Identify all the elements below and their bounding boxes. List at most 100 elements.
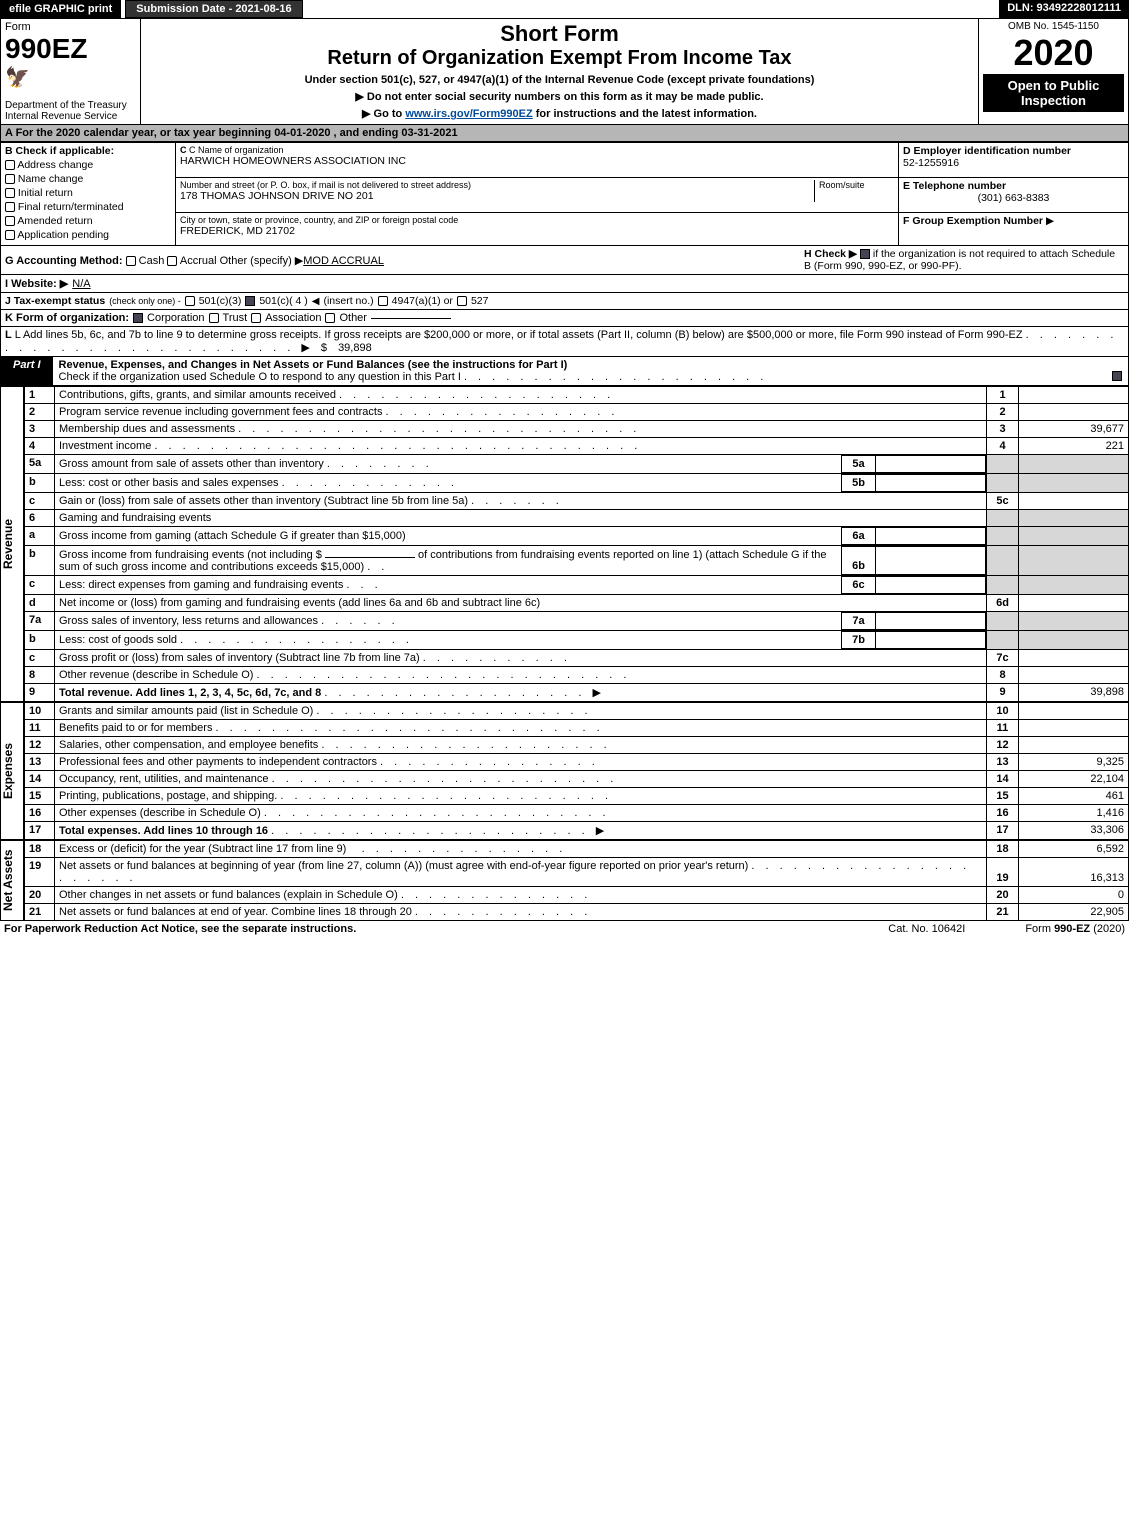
i-label: I Website: ▶ — [5, 277, 68, 290]
line-7a: 7aGross sales of inventory, less returns… — [25, 612, 1129, 631]
part1-check-text: Check if the organization used Schedule … — [59, 371, 461, 383]
row-g-h: G Accounting Method: Cash Accrual Other … — [0, 246, 1129, 275]
line-3: 3Membership dues and assessments . . . .… — [25, 421, 1129, 438]
city-value: FREDERICK, MD 21702 — [180, 225, 894, 237]
line-6b: bGross income from fundraising events (n… — [25, 546, 1129, 576]
efile-print-button[interactable]: efile GRAPHIC print — [0, 0, 121, 18]
department-label: Department of the Treasury — [5, 100, 136, 111]
j-insert-label: (insert no.) — [323, 295, 373, 307]
h-checkbox[interactable] — [860, 249, 870, 259]
chk-name-change[interactable]: Name change — [5, 173, 171, 185]
city-label: City or town, state or province, country… — [180, 215, 894, 225]
f-arrow-icon: ▶ — [1046, 215, 1054, 227]
telephone-value: (301) 663-8383 — [903, 192, 1124, 204]
revenue-side-label: Revenue — [0, 386, 24, 702]
line-15: 15Printing, publications, postage, and s… — [25, 788, 1129, 805]
block-d: D Employer identification number 52-1255… — [899, 143, 1129, 178]
line-13: 13Professional fees and other payments t… — [25, 754, 1129, 771]
block-c-street: Number and street (or P. O. box, if mail… — [176, 178, 899, 213]
row-k: K Form of organization: Corporation Trus… — [0, 310, 1129, 327]
chk-initial-return-label: Initial return — [18, 187, 73, 199]
k-assoc-label: Association — [265, 312, 321, 324]
chk-amended-return-label: Amended return — [17, 215, 92, 227]
row-l: L L Add lines 5b, 6c, and 7b to line 9 t… — [0, 327, 1129, 357]
footer-left: For Paperwork Reduction Act Notice, see … — [4, 923, 356, 935]
k-trust-radio[interactable] — [209, 313, 219, 323]
j-4947-label: 4947(a)(1) or — [392, 295, 453, 307]
goto-line: ▶ Go to www.irs.gov/Form990EZ for instru… — [145, 107, 974, 120]
block-f: F Group Exemption Number ▶ — [899, 213, 1129, 246]
e-label: E Telephone number — [903, 180, 1006, 192]
block-c-name: C C Name of organization HARWICH HOMEOWN… — [176, 143, 899, 178]
j-527-radio[interactable] — [457, 296, 467, 306]
line-17: 17Total expenses. Add lines 10 through 1… — [25, 822, 1129, 840]
line-6d: dNet income or (loss) from gaming and fu… — [25, 595, 1129, 612]
footer-cat: Cat. No. 10642I — [888, 923, 965, 935]
g-accrual-radio[interactable] — [167, 256, 177, 266]
line-10: 10Grants and similar amounts paid (list … — [25, 703, 1129, 720]
ssn-warning: ▶ Do not enter social security numbers o… — [145, 90, 974, 103]
k-corp-checkbox[interactable] — [133, 313, 143, 323]
chk-amended-return[interactable]: Amended return — [5, 215, 171, 227]
j-501c-label: 501(c)( 4 ) — [259, 295, 307, 307]
c-name-label: C C Name of organization — [180, 145, 894, 155]
block-c-city: City or town, state or province, country… — [176, 213, 899, 246]
netassets-side-label: Net Assets — [0, 840, 24, 921]
ssn-warning-text: Do not enter social security numbers on … — [367, 91, 764, 103]
line-5a: 5aGross amount from sale of assets other… — [25, 455, 1129, 474]
g-cash-radio[interactable] — [126, 256, 136, 266]
chk-application-pending[interactable]: Application pending — [5, 229, 171, 241]
j-4947-radio[interactable] — [378, 296, 388, 306]
k-other-blank — [371, 318, 451, 319]
line-19: 19Net assets or fund balances at beginni… — [25, 858, 1129, 887]
k-other-radio[interactable] — [325, 313, 335, 323]
street-label: Number and street (or P. O. box, if mail… — [180, 180, 814, 190]
omb-number: OMB No. 1545-1150 — [983, 21, 1124, 32]
irs-link[interactable]: www.irs.gov/Form990EZ — [405, 108, 532, 120]
tax-year: 2020 — [983, 32, 1124, 74]
g-accrual-label: Accrual — [180, 255, 217, 267]
submission-date-button: Submission Date - 2021-08-16 — [125, 0, 302, 18]
chk-address-change[interactable]: Address change — [5, 159, 171, 171]
k-trust-label: Trust — [223, 312, 248, 324]
k-assoc-radio[interactable] — [251, 313, 261, 323]
row-i: I Website: ▶N/A — [0, 275, 1129, 293]
org-name: HARWICH HOMEOWNERS ASSOCIATION INC — [180, 155, 894, 167]
line-16: 16Other expenses (describe in Schedule O… — [25, 805, 1129, 822]
l-amount: 39,898 — [338, 342, 372, 354]
d-label: D Employer identification number — [903, 145, 1071, 157]
header-middle: Short Form Return of Organization Exempt… — [141, 19, 979, 125]
chk-final-return[interactable]: Final return/terminated — [5, 201, 171, 213]
line-14: 14Occupancy, rent, utilities, and mainte… — [25, 771, 1129, 788]
line-7c: cGross profit or (loss) from sales of in… — [25, 650, 1129, 667]
j-501c-checkbox[interactable] — [245, 296, 255, 306]
street-value: 178 THOMAS JOHNSON DRIVE NO 201 — [180, 190, 814, 202]
line-6b-blank — [325, 557, 415, 558]
g-other-label: Other (specify) ▶ — [220, 255, 304, 267]
ein-value: 52-1255916 — [903, 157, 1124, 169]
part1-checkbox[interactable] — [1112, 371, 1122, 381]
line-18: 18Excess or (deficit) for the year (Subt… — [25, 841, 1129, 858]
j-501c3-radio[interactable] — [185, 296, 195, 306]
j-501c3-label: 501(c)(3) — [199, 295, 242, 307]
chk-application-pending-label: Application pending — [17, 229, 109, 241]
chk-name-change-label: Name change — [18, 173, 83, 185]
chk-address-change-label: Address change — [17, 159, 93, 171]
triangle-left-icon — [312, 295, 320, 307]
chk-initial-return[interactable]: Initial return — [5, 187, 171, 199]
g-other-value: MOD ACCRUAL — [303, 255, 384, 267]
expenses-side-label: Expenses — [0, 702, 24, 840]
j-527-label: 527 — [471, 295, 489, 307]
expenses-section: Expenses 10Grants and similar amounts pa… — [0, 702, 1129, 840]
k-other-label: Other — [339, 312, 367, 324]
return-title: Return of Organization Exempt From Incom… — [145, 47, 974, 70]
page-footer: For Paperwork Reduction Act Notice, see … — [0, 921, 1129, 937]
line-21: 21Net assets or fund balances at end of … — [25, 904, 1129, 921]
goto-pre: Go to — [374, 108, 406, 120]
k-label: K Form of organization: — [5, 312, 129, 324]
line-2: 2Program service revenue including gover… — [25, 404, 1129, 421]
row-j: J Tax-exempt status (check only one) - 5… — [0, 293, 1129, 310]
line-6a: aGross income from gaming (attach Schedu… — [25, 527, 1129, 546]
footer-form: Form 990-EZ (2020) — [1025, 923, 1125, 935]
line-7b: bLess: cost of goods sold . . . . . . . … — [25, 631, 1129, 650]
